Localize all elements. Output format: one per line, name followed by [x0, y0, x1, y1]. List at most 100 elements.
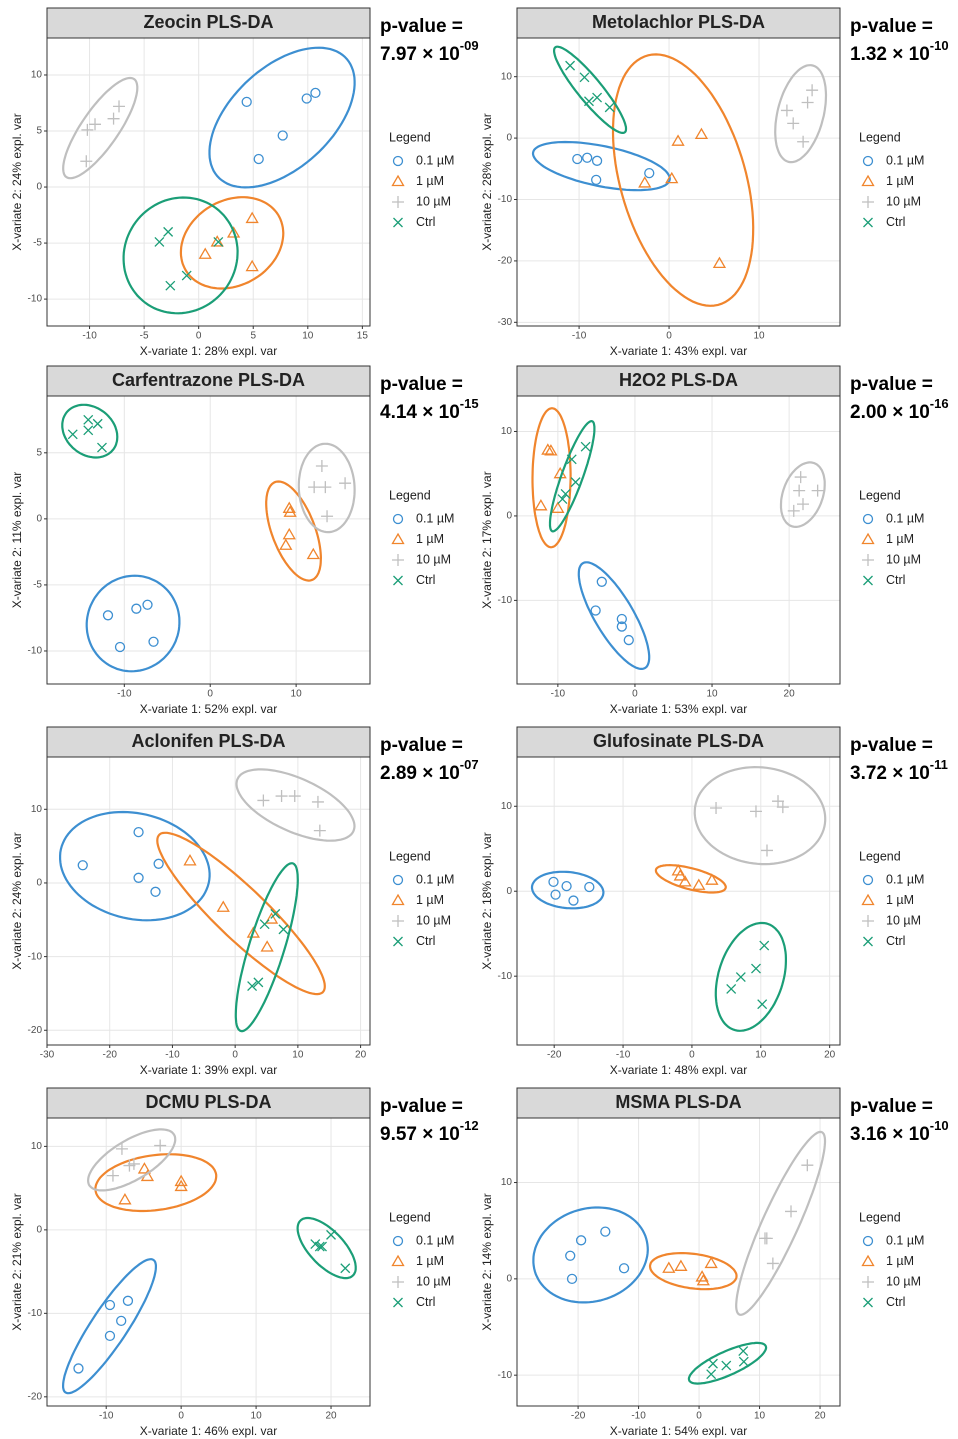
- point: [541, 443, 555, 455]
- point: [213, 236, 224, 247]
- point: [674, 1259, 688, 1271]
- y-tick-label: -10: [498, 595, 513, 606]
- point: [772, 795, 785, 808]
- x-axis-label: X-variate 1: 46% expl. var: [140, 1424, 277, 1438]
- point: [794, 471, 807, 484]
- legend-label: Ctrl: [886, 1295, 905, 1309]
- y-axis-label: X-variate 2: 17% expl. var: [480, 471, 494, 608]
- point: [706, 1369, 717, 1380]
- x-tick-label: -10: [99, 1411, 114, 1422]
- legend-marker: [862, 874, 874, 886]
- point: [694, 127, 709, 140]
- x-tick-label: -10: [165, 1050, 180, 1061]
- point: [137, 1162, 152, 1174]
- chart-title: Carfentrazone PLS-DA: [112, 370, 305, 390]
- point: [618, 1263, 630, 1274]
- p-value-mantissa: 4.14 × 10: [380, 402, 460, 423]
- legend-label: Ctrl: [416, 573, 435, 587]
- point: [662, 1261, 676, 1273]
- point: [246, 926, 260, 938]
- x-tick-label: 10: [753, 331, 765, 342]
- x-tick-label: -10: [616, 1050, 631, 1061]
- x-tick-label: 0: [196, 331, 202, 342]
- point: [245, 211, 259, 224]
- point: [245, 259, 259, 272]
- y-tick-label: -5: [33, 238, 42, 249]
- x-tick-label: 0: [232, 1050, 238, 1061]
- point: [104, 1299, 116, 1311]
- p-value-exponent: -07: [460, 757, 479, 772]
- y-tick-label: 10: [501, 71, 513, 82]
- confidence-ellipse: [779, 461, 826, 528]
- point: [582, 152, 593, 163]
- point: [133, 826, 144, 838]
- x-tick-label: -10: [631, 1411, 646, 1422]
- legend-marker: [393, 1297, 403, 1308]
- plot-border: [46, 756, 371, 1046]
- legend-marker: [391, 174, 405, 187]
- point: [181, 270, 192, 281]
- p-value: 4.14 × 10-15: [380, 396, 479, 423]
- plot-area: [516, 395, 841, 685]
- plot-area: [46, 37, 371, 327]
- confidence-ellipse: [234, 862, 299, 1033]
- x-tick-label: 20: [325, 1411, 337, 1422]
- x-tick-label: -10: [572, 331, 587, 342]
- x-axis-label: X-variate 1: 54% expl. var: [610, 1424, 747, 1438]
- y-tick-label: 0: [506, 511, 512, 522]
- p-value: 2.00 × 10-16: [850, 396, 949, 423]
- legend-label: 1 µM: [416, 174, 444, 188]
- legend-marker: [862, 554, 874, 566]
- legend-label: 10 µM: [886, 552, 921, 566]
- p-value-exponent: -10: [930, 1118, 949, 1133]
- point: [534, 498, 548, 511]
- p-value-label: p-value =: [850, 1096, 933, 1117]
- legend-label: 0.1 µM: [886, 511, 924, 525]
- x-tick-label: 10: [706, 689, 718, 700]
- y-tick-label: 10: [501, 801, 513, 812]
- point: [570, 477, 581, 488]
- x-tick-label: 0: [696, 1411, 702, 1422]
- point: [596, 576, 607, 587]
- legend-label: 10 µM: [416, 913, 451, 927]
- point: [811, 484, 824, 497]
- legend-marker: [863, 1297, 873, 1308]
- confidence-ellipse: [265, 480, 323, 582]
- y-tick-label: -10: [498, 971, 513, 982]
- y-tick-label: -5: [33, 580, 42, 591]
- confidence-ellipse: [61, 403, 119, 459]
- legend-marker: [393, 575, 403, 586]
- legend-label: 0.1 µM: [886, 872, 924, 886]
- x-tick-label: 20: [784, 689, 796, 700]
- point: [301, 93, 312, 104]
- legend-marker: [392, 196, 404, 208]
- x-tick-label: 15: [357, 331, 369, 342]
- point: [321, 510, 334, 523]
- p-value-exponent: -15: [460, 396, 479, 411]
- point: [591, 174, 602, 185]
- plot-border: [516, 395, 841, 685]
- point: [116, 1315, 127, 1326]
- point: [253, 977, 264, 988]
- y-tick-label: -10: [28, 294, 43, 305]
- point: [712, 256, 727, 269]
- title-strip: [46, 365, 371, 397]
- point: [154, 1139, 167, 1152]
- legend-marker: [391, 893, 405, 906]
- point: [801, 96, 814, 109]
- x-axis-label: X-variate 1: 43% expl. var: [610, 344, 747, 358]
- point: [150, 886, 161, 897]
- legend-marker: [863, 936, 873, 947]
- confidence-ellipse: [62, 1258, 157, 1395]
- point: [107, 112, 120, 125]
- point: [142, 599, 153, 610]
- legend-label: 10 µM: [416, 194, 451, 208]
- point: [793, 484, 806, 497]
- p-value-label: p-value =: [380, 16, 463, 37]
- chart-title: DCMU PLS-DA: [146, 1092, 272, 1112]
- plot-border: [46, 1117, 371, 1407]
- title-strip: [46, 726, 371, 758]
- legend-marker: [392, 513, 404, 525]
- plot-area: [516, 37, 841, 327]
